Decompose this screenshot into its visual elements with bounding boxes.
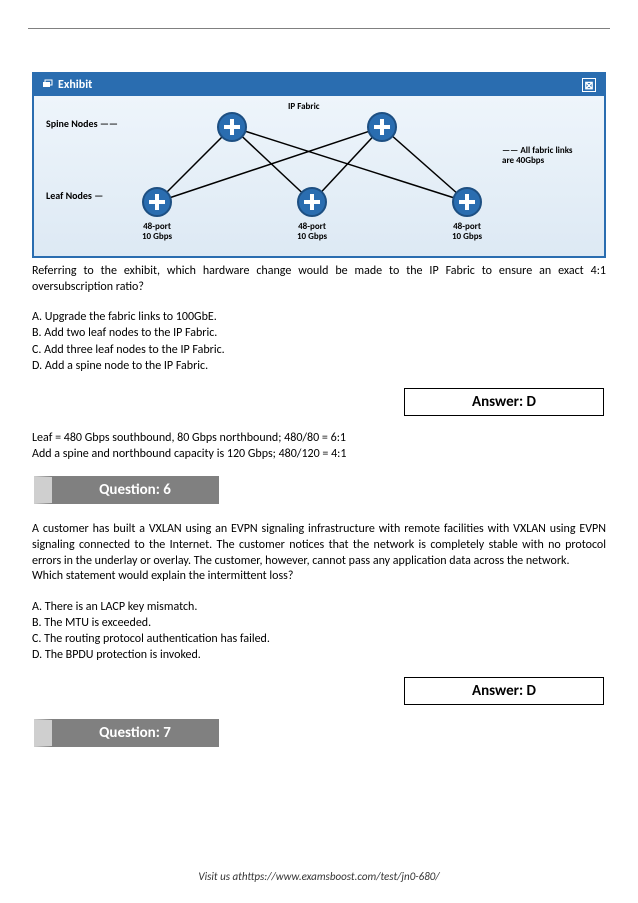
- leaf-port-label: 48-port 10 Gbps: [452, 222, 482, 242]
- q6-text-sub: Which statement would explain the interm…: [32, 569, 293, 583]
- fabric-links-label: —— All fabric links are 40Gbps: [502, 146, 582, 166]
- q5-explain-1: Leaf = 480 Gbps southbound, 80 Gbps nort…: [32, 430, 606, 446]
- q5-opt-a: A. Upgrade the fabric links to 100GbE.: [32, 309, 606, 325]
- exhibit-body: Spine Nodes —— Leaf Nodes — IP Fabric ——…: [34, 96, 604, 256]
- q6-text-main: A customer has built a VXLAN using an EV…: [32, 522, 606, 567]
- leaf-label-text: Leaf Nodes: [46, 189, 92, 202]
- leaf-router-icon: [297, 187, 327, 217]
- header-rule: [28, 28, 610, 29]
- q6-opt-c: C. The routing protocol authentication h…: [32, 631, 606, 647]
- fabric-links-text: All fabric links are 40Gbps: [502, 145, 573, 166]
- ipfabric-label: IP Fabric: [288, 102, 320, 112]
- exhibit-title: Exhibit: [58, 78, 92, 92]
- q6-opt-b: B. The MTU is exceeded.: [32, 615, 606, 631]
- spine-label: Spine Nodes ——: [46, 118, 118, 129]
- q5-opt-b: B. Add two leaf nodes to the IP Fabric.: [32, 325, 606, 341]
- spine-router-icon: [217, 112, 247, 142]
- q5-opt-d: D. Add a spine node to the IP Fabric.: [32, 358, 606, 374]
- q7-heading: Question: 7: [34, 719, 219, 747]
- q6-opt-a: A. There is an LACP key mismatch.: [32, 599, 606, 615]
- q6-answer: Answer: D: [404, 677, 604, 705]
- leaf-router-icon: [142, 187, 172, 217]
- q5-text: Referring to the exhibit, which hardware…: [32, 264, 606, 295]
- q6-heading: Question: 6: [34, 476, 219, 504]
- q5-options: A. Upgrade the fabric links to 100GbE. B…: [32, 309, 606, 374]
- spine-router-icon: [367, 112, 397, 142]
- layers-icon: Exhibit: [42, 78, 92, 92]
- q5-explanation: Leaf = 480 Gbps southbound, 80 Gbps nort…: [32, 430, 606, 462]
- leaf-router-icon: [452, 187, 482, 217]
- q5-opt-c: C. Add three leaf nodes to the IP Fabric…: [32, 342, 606, 358]
- q6-opt-d: D. The BPDU protection is invoked.: [32, 647, 606, 663]
- spine-label-text: Spine Nodes: [46, 117, 98, 130]
- q6-options: A. There is an LACP key mismatch. B. The…: [32, 599, 606, 664]
- q5-answer: Answer: D: [404, 388, 604, 416]
- q6-text: A customer has built a VXLAN using an EV…: [32, 522, 606, 584]
- leaf-label: Leaf Nodes —: [46, 190, 103, 201]
- exhibit-header: Exhibit ⊠: [34, 74, 604, 96]
- exhibit-panel: Exhibit ⊠ Spine Nodes —— Leaf Nodes — IP…: [32, 72, 606, 258]
- leaf-port-label: 48-port 10 Gbps: [297, 222, 327, 242]
- leaf-port-label: 48-port 10 Gbps: [142, 222, 172, 242]
- ip-fabric-diagram: Spine Nodes —— Leaf Nodes — IP Fabric ——…: [42, 102, 596, 252]
- q5-explain-2: Add a spine and northbound capacity is 1…: [32, 446, 606, 462]
- page-footer: Visit us athttps://www.examsboost.com/te…: [0, 870, 638, 883]
- close-icon[interactable]: ⊠: [582, 78, 596, 92]
